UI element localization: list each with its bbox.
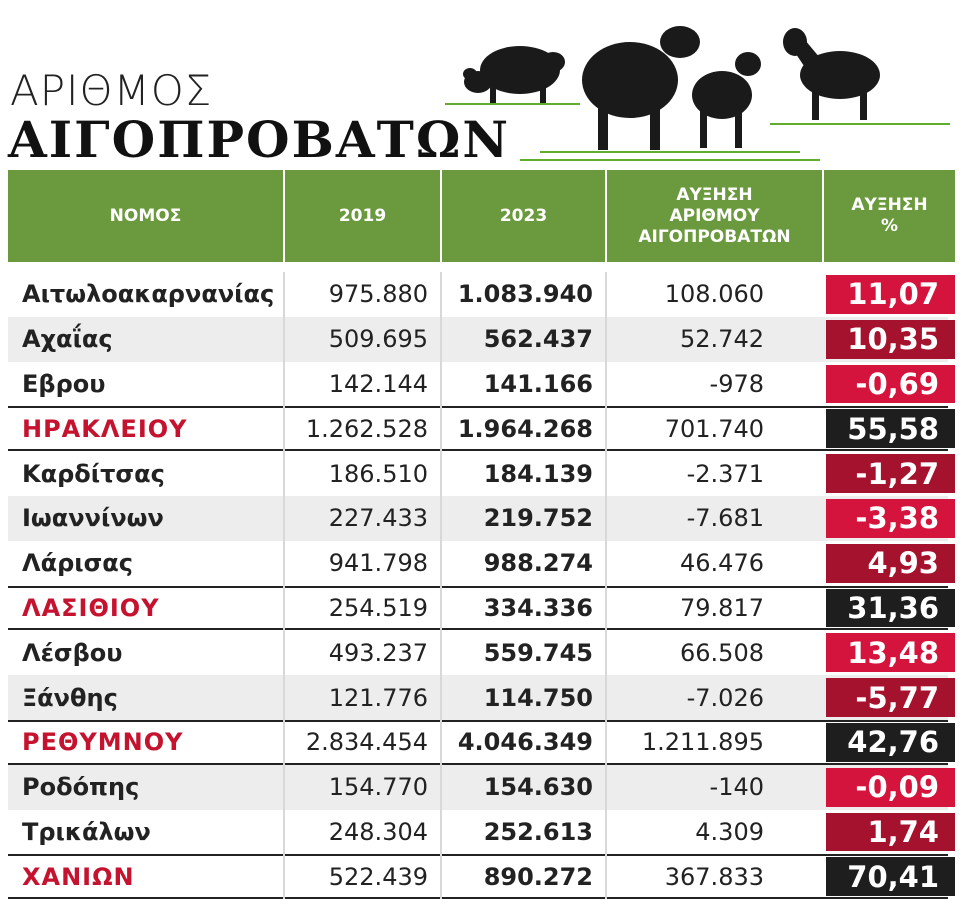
- value-cell: 975.880: [328, 280, 428, 309]
- value-cell: 184.139: [483, 459, 593, 488]
- value-cell: -140: [709, 773, 764, 802]
- percent-cell: 11,07: [826, 275, 955, 314]
- value-cell: 4.309: [695, 817, 764, 846]
- percent-cell: 10,35: [826, 319, 955, 359]
- percent-cell: -0,09: [826, 767, 955, 807]
- title-line2: ΑΙΓΟΠΡΟΒΑΤΩΝ: [8, 110, 511, 169]
- row-background: [8, 854, 948, 900]
- value-cell: 248.304: [328, 817, 428, 846]
- value-cell: 334.336: [483, 593, 593, 622]
- value-cell: 114.750: [483, 683, 593, 712]
- value-cell: 2.834.454: [305, 728, 428, 757]
- value-cell: 988.274: [483, 549, 593, 578]
- region-name: ΡΕΘΥΜΝΟΥ: [22, 728, 184, 757]
- column-header: 2019: [285, 170, 440, 262]
- value-cell: 562.437: [483, 325, 593, 354]
- column-header: ΑΥΞΗΣΗ %: [824, 170, 955, 262]
- value-cell: 1.211.895: [641, 728, 764, 757]
- animals-illustration: [445, 26, 950, 161]
- percent-cell: 1,74: [826, 812, 955, 852]
- value-cell: 252.613: [483, 817, 593, 846]
- value-cell: 367.833: [664, 862, 764, 891]
- value-cell: 1.262.528: [305, 414, 428, 443]
- row-background: [8, 540, 948, 586]
- row-background: [8, 406, 948, 452]
- percent-cell: 31,36: [826, 588, 955, 628]
- value-cell: -7.681: [686, 504, 764, 533]
- region-name: Εβρου: [22, 369, 106, 398]
- value-cell: 142.144: [328, 369, 428, 398]
- value-cell: 66.508: [680, 638, 764, 667]
- value-cell: 108.060: [664, 280, 764, 309]
- row-background: [8, 451, 948, 496]
- value-cell: 522.439: [328, 862, 428, 891]
- region-name: Ιωαννίνων: [22, 504, 164, 533]
- value-cell: 46.476: [680, 549, 764, 578]
- column-header: ΝΟΜΟΣ: [8, 170, 283, 262]
- value-cell: 701.740: [664, 414, 764, 443]
- region-name: Αιτωλοακαρνανίας: [22, 280, 275, 309]
- value-cell: 1.964.268: [457, 414, 593, 443]
- row-background: [8, 764, 948, 810]
- region-name: ΧΑΝΙΩΝ: [22, 862, 135, 891]
- column-header: 2023: [442, 170, 605, 262]
- row-background: [8, 720, 948, 765]
- value-cell: 154.630: [483, 773, 593, 802]
- row-background: [8, 316, 948, 362]
- value-cell: 52.742: [680, 325, 764, 354]
- row-background: [8, 809, 948, 855]
- percent-cell: -5,77: [826, 678, 955, 717]
- percent-cell: 55,58: [826, 409, 955, 449]
- value-cell: 509.695: [328, 325, 428, 354]
- value-cell: -2.371: [686, 459, 764, 488]
- value-cell: -978: [709, 369, 764, 398]
- value-cell: 493.237: [328, 638, 428, 667]
- value-cell: 121.776: [328, 683, 428, 712]
- value-cell: 4.046.349: [457, 728, 593, 757]
- row-background: [8, 272, 948, 317]
- value-cell: 227.433: [328, 504, 428, 533]
- column-header: ΑΥΞΗΣΗ ΑΡΙΘΜΟΥ ΑΙΓΟΠΡΟΒΑΤΩΝ: [607, 170, 822, 262]
- percent-cell: 42,76: [826, 723, 955, 762]
- value-cell: 941.798: [328, 549, 428, 578]
- percent-cell: -3,38: [826, 499, 955, 538]
- value-cell: 890.272: [483, 862, 593, 891]
- row-background: [8, 585, 948, 631]
- percent-cell: 4,93: [826, 543, 955, 583]
- region-name: Καρδίτσας: [22, 459, 165, 488]
- value-cell: 141.166: [483, 369, 593, 398]
- region-name: Τρικάλων: [22, 817, 151, 846]
- row-background: [8, 675, 948, 720]
- column-divider: [440, 272, 442, 900]
- value-cell: 559.745: [483, 638, 593, 667]
- value-cell: 186.510: [328, 459, 428, 488]
- column-divider: [605, 272, 607, 900]
- region-name: Λέσβου: [22, 638, 123, 667]
- row-background: [8, 361, 948, 407]
- percent-cell: -1,27: [826, 454, 955, 493]
- region-name: Ροδόπης: [22, 773, 140, 802]
- value-cell: 254.519: [328, 593, 428, 622]
- value-cell: 79.817: [680, 593, 764, 622]
- value-cell: 1.083.940: [457, 280, 593, 309]
- region-name: ΗΡΑΚΛΕΙΟΥ: [22, 414, 188, 443]
- value-cell: -7.026: [686, 683, 764, 712]
- title-line1: ΑΡΙΘΜΟΣ: [10, 66, 213, 115]
- value-cell: 219.752: [483, 504, 593, 533]
- region-name: Λάρισας: [22, 549, 133, 578]
- region-name: Αχαΐας: [22, 325, 113, 354]
- region-name: Ξάνθης: [22, 683, 118, 712]
- percent-cell: 13,48: [826, 633, 955, 673]
- region-name: ΛΑΣΙΘΙΟΥ: [22, 593, 160, 622]
- percent-cell: -0,69: [826, 364, 955, 404]
- column-divider: [283, 272, 285, 900]
- row-background: [8, 496, 948, 541]
- row-background: [8, 630, 948, 676]
- percent-cell: 70,41: [826, 857, 955, 897]
- value-cell: 154.770: [328, 773, 428, 802]
